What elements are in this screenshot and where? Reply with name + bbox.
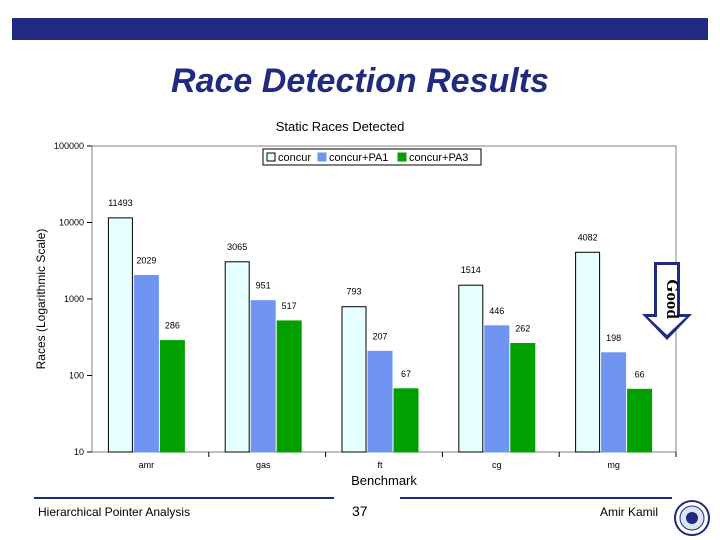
bar-concur-pa3-amr [159,340,185,453]
legend-label: concur [278,152,311,164]
data-label: 67 [401,369,411,379]
data-label: 1514 [461,265,481,275]
bar-concur-pa3-gas [276,320,302,453]
good-label: Good [663,279,682,319]
data-label: 11493 [108,198,132,208]
page-number: 37 [352,503,368,519]
x-tick-label: mg [607,460,620,470]
bar-concur-pa1-ft [367,350,393,453]
top-banner [12,18,708,40]
data-label: 3065 [227,242,247,252]
bar-concur-pa1-mg [601,352,627,453]
bar-concur-amr [107,217,133,453]
university-seal-icon [674,500,710,536]
bar-concur-cg [458,284,484,453]
data-label: 793 [346,287,361,297]
good-arrow-icon [642,262,692,340]
y-tick-label: 10 [74,447,84,457]
data-label: 262 [515,323,530,333]
legend-label: concur+PA1 [329,152,388,164]
y-tick-label: 100000 [54,141,84,151]
bar-concur-gas [224,261,250,453]
legend-swatch-0 [266,152,276,162]
bar-concur-ft [341,306,367,453]
bar-concur-pa1-amr [133,274,159,453]
data-label: 207 [372,331,387,341]
data-label: 66 [635,369,645,379]
y-tick-label: 1000 [64,294,84,304]
legend-swatch-2 [397,152,407,162]
y-tick-label: 10000 [59,218,84,228]
data-label: 951 [256,281,271,291]
slide-title: Race Detection Results [171,62,549,100]
x-axis-title: Benchmark [351,473,417,488]
bar-concur-pa3-cg [510,342,536,453]
legend-swatch-1 [317,152,327,162]
data-label: 198 [606,333,621,343]
legend-label: concur+PA3 [409,152,468,164]
data-label: 446 [489,306,504,316]
y-tick-label: 100 [69,371,84,381]
y-axis-title: Races (Logarithmic Scale) [34,229,48,370]
bar-concur-pa1-cg [484,325,510,453]
bar-concur-mg [575,251,601,453]
x-tick-label: cg [492,460,502,470]
footer-presentation-title: Hierarchical Pointer Analysis [38,505,191,519]
x-tick-label: ft [377,460,383,470]
bar-concur-pa3-mg [627,388,653,453]
bar-concur-pa1-gas [250,300,276,453]
data-label: 286 [165,321,180,331]
data-label: 4082 [578,232,598,242]
footer-divider-left [34,497,334,499]
chart-title: Static Races Detected [275,119,405,134]
data-label: 517 [282,301,297,311]
x-tick-label: amr [139,460,155,470]
x-tick-label: gas [256,460,271,470]
bar-concur-pa3-ft [393,388,419,453]
footer-author: Amir Kamil [600,505,659,519]
footer-divider-right [400,497,672,499]
data-label: 2029 [136,255,156,265]
